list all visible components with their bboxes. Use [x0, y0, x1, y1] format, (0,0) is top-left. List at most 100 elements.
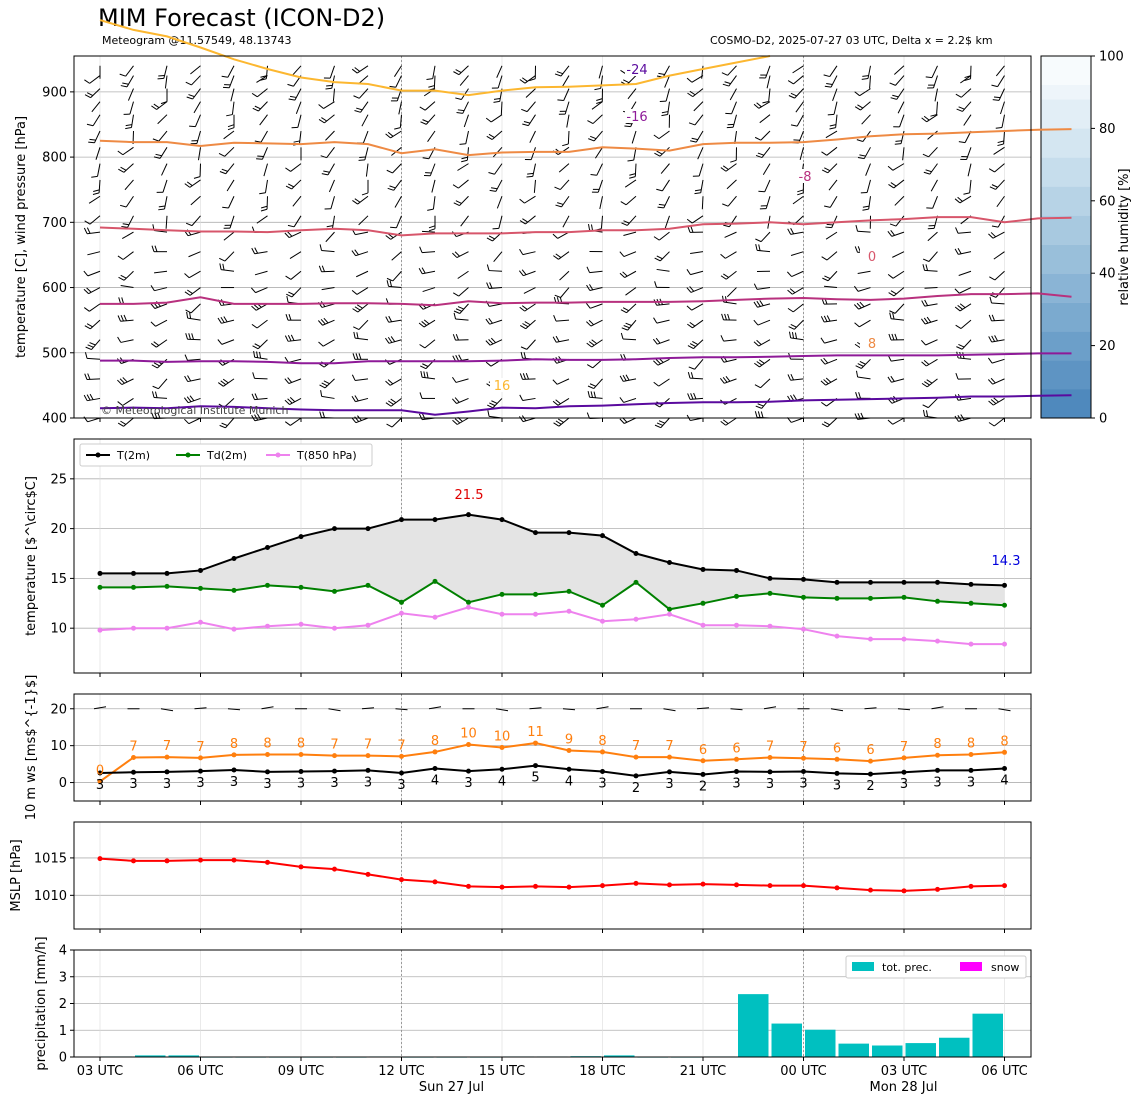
- barb-flag: [887, 165, 894, 171]
- data-point: [231, 626, 237, 632]
- barb-shaft: [222, 358, 235, 366]
- wind-barb: [720, 251, 737, 259]
- barb-shaft: [154, 270, 168, 274]
- wind-barb: [452, 416, 469, 425]
- barb-shaft: [634, 163, 637, 177]
- barb-shaft: [465, 130, 469, 144]
- wind-barb: [184, 287, 201, 296]
- isotherm-label: 0: [868, 250, 876, 265]
- wind-barb: [318, 265, 335, 273]
- barb-flag: [251, 305, 257, 311]
- barb-flag: [323, 317, 329, 324]
- wind-barb: [788, 319, 804, 330]
- barb-shaft: [422, 376, 436, 380]
- barb-shaft: [490, 339, 503, 346]
- barb-flag: [862, 208, 869, 211]
- y-tick-label: 0: [59, 1051, 67, 1066]
- surface-wind-barb: [428, 706, 442, 710]
- barb-flag: [625, 122, 632, 125]
- wind-barb: [786, 270, 804, 277]
- barb-shaft: [865, 163, 871, 176]
- barb-shaft: [529, 130, 536, 143]
- data-point: [332, 768, 337, 774]
- barb-shaft: [994, 270, 1005, 281]
- wind-barb: [185, 215, 201, 227]
- wind-barb: [285, 163, 302, 172]
- series-line: [99, 606, 1005, 646]
- wind-barb: [561, 75, 570, 87]
- wind-barb: [720, 397, 737, 405]
- barb-shaft: [432, 196, 436, 210]
- barb-shaft: [792, 287, 804, 295]
- barb-flag: [588, 138, 595, 142]
- barb-flag: [390, 100, 398, 102]
- wind-barb: [421, 230, 436, 233]
- wind-barb: [385, 130, 402, 139]
- barb-flag: [188, 333, 191, 340]
- wind-barb: [821, 146, 838, 156]
- barb-flag: [456, 112, 463, 114]
- wind-barb: [184, 270, 201, 279]
- barb-flag: [820, 316, 825, 323]
- barb-shaft: [525, 319, 536, 330]
- barb-flag: [791, 332, 795, 339]
- wind-barb: [922, 264, 938, 272]
- wind-barb: [888, 179, 905, 189]
- wind-barb: [754, 411, 771, 419]
- barb-shaft: [421, 230, 436, 233]
- wind-barb: [88, 195, 101, 204]
- barb-flag: [753, 319, 759, 326]
- barb-shaft: [826, 251, 838, 261]
- time-tick-label: 15 UTC: [479, 1064, 525, 1079]
- barb-shaft: [225, 417, 235, 429]
- barb-flag: [321, 117, 327, 122]
- barb-flag: [151, 364, 158, 369]
- wind-barb: [422, 147, 436, 160]
- barb-flag: [486, 237, 493, 242]
- barb-flag: [252, 107, 259, 112]
- wind-barb: [992, 88, 1005, 101]
- barb-flag: [252, 372, 255, 379]
- data-point: [1002, 883, 1007, 889]
- barb-flag: [260, 205, 268, 209]
- data-point: [533, 740, 538, 746]
- wind-barb: [955, 319, 972, 329]
- wind-barb: [995, 65, 1005, 77]
- barb-flag: [990, 377, 996, 384]
- barb-shaft: [496, 196, 503, 209]
- wind-barb: [920, 316, 938, 325]
- barb-flag: [150, 343, 157, 348]
- barb-shaft: [190, 303, 201, 314]
- wind-barb: [720, 163, 737, 172]
- barb-shaft: [991, 339, 1005, 343]
- wind-barb: [351, 249, 369, 257]
- mean-wind-value-label: 4: [431, 774, 439, 789]
- barb-flag: [589, 383, 597, 387]
- panel-frame: [73, 821, 1032, 930]
- barb-shaft: [259, 114, 268, 126]
- wind-barb: [230, 88, 235, 102]
- y-axis-label: 10 m ws [ms$^{-1}$]: [24, 675, 39, 821]
- barb-flag: [389, 280, 393, 287]
- barb-flag: [526, 175, 533, 178]
- wind-barb: [292, 195, 302, 207]
- mean-wind-value-label: 3: [397, 778, 405, 793]
- barb-shaft: [859, 88, 871, 97]
- wind-barb: [386, 417, 402, 428]
- barb-flag: [519, 220, 526, 225]
- barb-shaft: [187, 317, 201, 321]
- barb-flag: [887, 419, 893, 425]
- wind-barb: [654, 251, 670, 262]
- barb-flag: [88, 141, 95, 144]
- barb-flag: [118, 276, 125, 281]
- data-point: [466, 768, 471, 774]
- wind-barb: [991, 75, 1005, 88]
- wind-barb: [523, 287, 536, 294]
- wind-barb: [394, 114, 402, 130]
- barb-shaft: [358, 215, 369, 226]
- wind-barb: [218, 146, 235, 157]
- wind-barb: [328, 179, 335, 193]
- wind-barb: [431, 179, 436, 193]
- barb-shaft: [725, 417, 737, 426]
- barb-shaft: [857, 287, 871, 292]
